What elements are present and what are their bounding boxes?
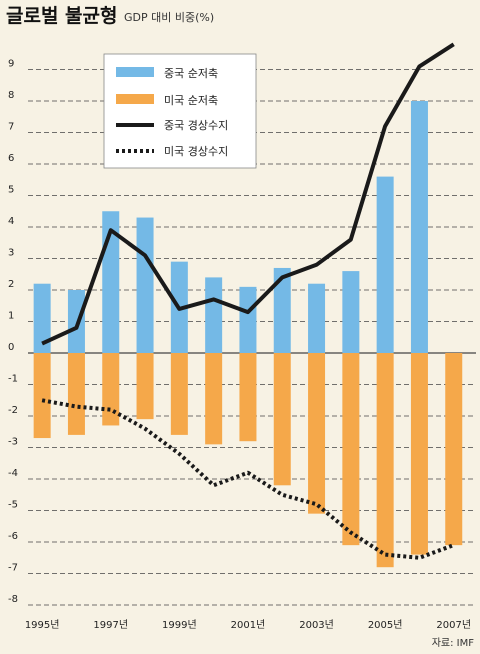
- bar-china-savings: [33, 283, 51, 353]
- legend: 중국 순저축 미국 순저축 중국 경상수지 미국 경상수지: [103, 53, 257, 169]
- lines: [41, 42, 455, 560]
- bars: [33, 101, 463, 568]
- bar-us-savings: [410, 353, 428, 555]
- bar-us-savings: [273, 353, 291, 486]
- y-tick-label: -3: [8, 437, 18, 448]
- x-tick-label: 2003년: [299, 619, 334, 631]
- chart-subtitle: GDP 대비 비중(%): [124, 11, 214, 24]
- bar-china-savings: [273, 267, 291, 353]
- x-tick-label: 1997년: [93, 619, 128, 631]
- y-tick-label: -5: [8, 500, 18, 511]
- y-tick-label: 4: [8, 216, 14, 227]
- legend-label-china-current: 중국 경상수지: [164, 119, 228, 132]
- x-axis-ticks: 1995년 1997년 1999년 2001년 2003년 2005년 2007년: [25, 619, 471, 631]
- legend-swatch-us-savings: [116, 94, 154, 104]
- bar-us-savings: [102, 353, 120, 426]
- y-tick-label: -1: [8, 374, 18, 385]
- x-tick-label: 2001년: [231, 619, 266, 631]
- legend-label-us-current: 미국 경상수지: [164, 145, 228, 158]
- y-tick-label: 2: [8, 279, 14, 290]
- bar-us-savings: [136, 353, 154, 420]
- bar-china-savings: [376, 176, 394, 353]
- bar-us-savings: [67, 353, 85, 435]
- bar-us-savings: [239, 353, 257, 442]
- source-note: 자료: IMF: [432, 637, 475, 649]
- bar-china-savings: [136, 217, 154, 353]
- bar-us-savings: [445, 353, 463, 546]
- y-tick-label: 5: [8, 185, 14, 196]
- x-tick-label: 2005년: [368, 619, 403, 631]
- bar-china-savings: [205, 277, 223, 353]
- line-us-current-account: [41, 398, 455, 560]
- bar-china-savings: [308, 283, 326, 353]
- x-tick-label: 1999년: [162, 619, 197, 631]
- legend-label-us-savings: 미국 순저축: [164, 94, 218, 107]
- y-tick-label: 8: [8, 90, 14, 101]
- y-tick-label: -8: [8, 594, 18, 605]
- x-tick-label: 2007년: [436, 619, 471, 631]
- legend-swatch-china-savings: [116, 67, 154, 77]
- y-tick-label: -6: [8, 531, 18, 542]
- y-tick-label: 9: [8, 59, 14, 70]
- bar-us-savings: [376, 353, 394, 568]
- bar-us-savings: [342, 353, 360, 546]
- y-tick-label: 7: [8, 122, 14, 133]
- x-tick-label: 1995년: [25, 619, 60, 631]
- bar-china-savings: [342, 271, 360, 353]
- line-china-current-account: [41, 42, 455, 346]
- y-tick-label: -7: [8, 563, 18, 574]
- bar-china-savings: [239, 286, 257, 353]
- y-tick-label: 3: [8, 248, 14, 259]
- y-tick-label: 0: [8, 342, 14, 353]
- bar-china-savings: [67, 290, 85, 353]
- y-tick-label: -4: [8, 468, 18, 479]
- y-tick-label: 6: [8, 153, 14, 164]
- chart-title: 글로벌 불균형: [6, 5, 118, 27]
- bar-us-savings: [33, 353, 51, 439]
- y-tick-label: -2: [8, 405, 18, 416]
- bar-us-savings: [170, 353, 188, 435]
- legend-label-china-savings: 중국 순저축: [164, 67, 218, 80]
- bar-us-savings: [205, 353, 223, 445]
- bar-china-savings: [410, 101, 428, 353]
- y-axis-ticks: 9 8 7 6 5 4 3 2 1 0 -1 -2 -3 -4 -5 -6 -7 -8: [8, 59, 18, 606]
- y-tick-label: 1: [8, 311, 14, 322]
- bar-us-savings: [308, 353, 326, 514]
